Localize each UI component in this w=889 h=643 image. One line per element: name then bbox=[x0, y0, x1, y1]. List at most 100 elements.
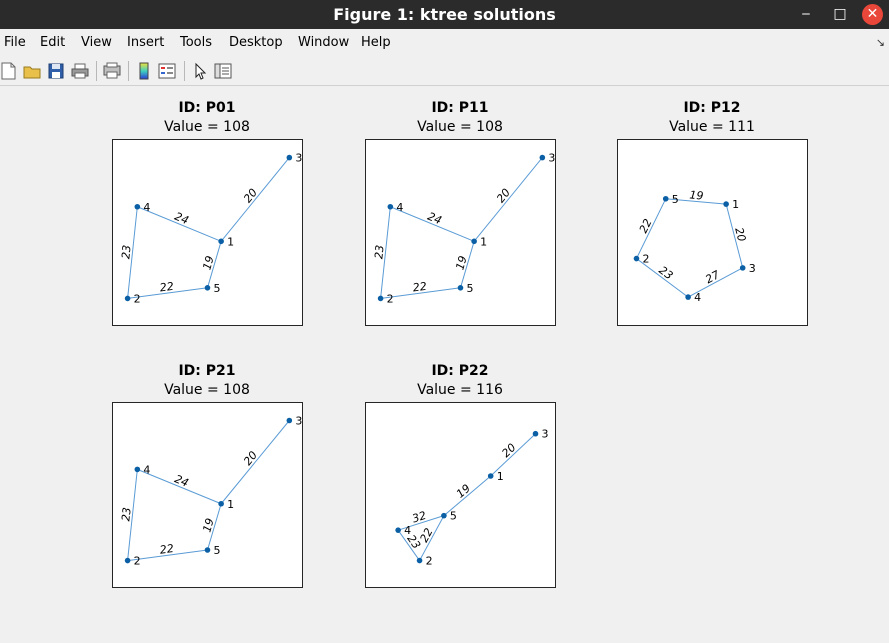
graph-node bbox=[134, 203, 141, 210]
menu-desktop[interactable]: Desktop bbox=[229, 35, 283, 50]
node-label: 5 bbox=[213, 544, 220, 557]
print-preview-icon[interactable] bbox=[103, 62, 121, 80]
node-label: 4 bbox=[404, 524, 411, 537]
menu-view[interactable]: View bbox=[81, 35, 112, 50]
menu-edit[interactable]: Edit bbox=[40, 35, 66, 50]
edge-weight-label: 19 bbox=[200, 254, 216, 271]
graph-node bbox=[662, 195, 669, 202]
graph-node bbox=[416, 557, 423, 564]
graph-node bbox=[633, 255, 640, 262]
plot-subtitle: Value = 108 bbox=[164, 119, 250, 135]
node-label: 3 bbox=[749, 262, 756, 275]
node-label: 2 bbox=[134, 292, 141, 305]
menu-insert[interactable]: Insert bbox=[127, 35, 165, 50]
menu-help[interactable]: Help bbox=[361, 35, 391, 50]
node-label: 2 bbox=[426, 555, 433, 568]
plot-title: ID: P22 bbox=[431, 363, 488, 379]
graph-node bbox=[204, 285, 211, 291]
edge-line bbox=[636, 198, 667, 259]
graph-node bbox=[218, 238, 224, 245]
insert-colorbar-icon[interactable] bbox=[135, 62, 153, 80]
edge-line bbox=[397, 529, 420, 561]
toolbar-separator bbox=[128, 61, 129, 81]
menu-overflow-icon[interactable]: ↘ bbox=[875, 36, 885, 49]
save-icon[interactable] bbox=[47, 62, 65, 80]
plot-subtitle: Value = 108 bbox=[164, 382, 250, 398]
menu-file[interactable]: File bbox=[4, 35, 26, 50]
graph-node bbox=[134, 466, 141, 473]
node-label: 5 bbox=[466, 282, 473, 295]
graph-node bbox=[532, 430, 539, 437]
graph-node bbox=[441, 512, 447, 519]
graph-node bbox=[723, 201, 729, 207]
node-label: 4 bbox=[143, 463, 150, 476]
edit-plot-icon[interactable] bbox=[191, 62, 209, 80]
edge-line bbox=[460, 241, 475, 288]
edge-line bbox=[127, 469, 138, 561]
plot-axes-box bbox=[112, 402, 303, 588]
menu-bar: File Edit View Insert Tools Desktop Wind… bbox=[0, 29, 889, 58]
plot-subtitle: Value = 108 bbox=[417, 119, 503, 135]
figure-plots: ID: P01 Value = 108 20 2 4 19 2 3 22 1 2 3 4 5 ID: P11… bbox=[112, 100, 808, 588]
edge-weight-label: 22 bbox=[159, 280, 175, 295]
edge-line bbox=[137, 206, 222, 242]
node-label: 4 bbox=[143, 201, 150, 214]
node-label: 3 bbox=[542, 428, 549, 441]
node-label: 1 bbox=[480, 235, 487, 248]
node-label: 1 bbox=[732, 198, 739, 211]
graph-node bbox=[471, 238, 477, 245]
edge-line bbox=[220, 420, 290, 505]
graph-node bbox=[685, 294, 691, 300]
print-icon[interactable] bbox=[71, 62, 89, 80]
node-label: 2 bbox=[387, 292, 394, 305]
graph-node bbox=[487, 473, 494, 479]
menu-window[interactable]: Window bbox=[298, 35, 350, 50]
edge-line bbox=[137, 468, 222, 505]
edge-weight-label: 19 bbox=[689, 188, 704, 202]
edge-weight-label: 22 bbox=[412, 280, 428, 295]
node-label: 5 bbox=[450, 510, 457, 523]
plot-title: ID: P11 bbox=[431, 100, 488, 116]
edge-line bbox=[380, 206, 391, 299]
edge-line bbox=[473, 157, 543, 242]
edge-line bbox=[390, 206, 475, 242]
node-label: 3 bbox=[295, 415, 302, 428]
toolbar-separator bbox=[184, 61, 185, 81]
minimize-button[interactable]: ‒ bbox=[801, 6, 811, 22]
plot-axes-box bbox=[112, 139, 303, 326]
edge-weight-label: 19 bbox=[200, 517, 216, 534]
node-label: 1 bbox=[227, 235, 234, 248]
plot-subtitle: Value = 116 bbox=[417, 382, 503, 398]
plot-browser-icon[interactable] bbox=[214, 62, 232, 80]
edge-weight-label: 32 bbox=[411, 509, 428, 526]
maximize-button[interactable]: □ bbox=[833, 6, 847, 22]
graph-node bbox=[739, 265, 746, 271]
menu-tools[interactable]: Tools bbox=[180, 35, 213, 50]
edge-weight-label: 22 bbox=[417, 526, 435, 545]
edge-line bbox=[490, 433, 536, 477]
edge-weight-label: 20 bbox=[732, 226, 748, 243]
edge-line bbox=[443, 475, 492, 517]
plot-axes-box bbox=[365, 139, 556, 326]
insert-legend-icon[interactable] bbox=[158, 62, 176, 80]
graph-node bbox=[457, 285, 464, 291]
graph-node bbox=[387, 203, 394, 210]
window-titlebar[interactable]: Figure 1: ktree solutions ‒ □ ✕ bbox=[0, 0, 889, 29]
graph-node bbox=[218, 500, 224, 507]
plot-title: ID: P21 bbox=[178, 363, 235, 379]
close-button[interactable]: ✕ bbox=[862, 4, 883, 25]
graph-node bbox=[124, 295, 131, 302]
plot-title: ID: P01 bbox=[178, 100, 235, 116]
open-file-icon[interactable] bbox=[23, 62, 41, 80]
node-label: 1 bbox=[227, 498, 234, 511]
edge-line bbox=[127, 287, 208, 299]
new-figure-icon[interactable] bbox=[0, 62, 18, 80]
graph-node bbox=[395, 527, 401, 533]
edge-line bbox=[725, 203, 744, 268]
node-label: 1 bbox=[497, 470, 504, 483]
